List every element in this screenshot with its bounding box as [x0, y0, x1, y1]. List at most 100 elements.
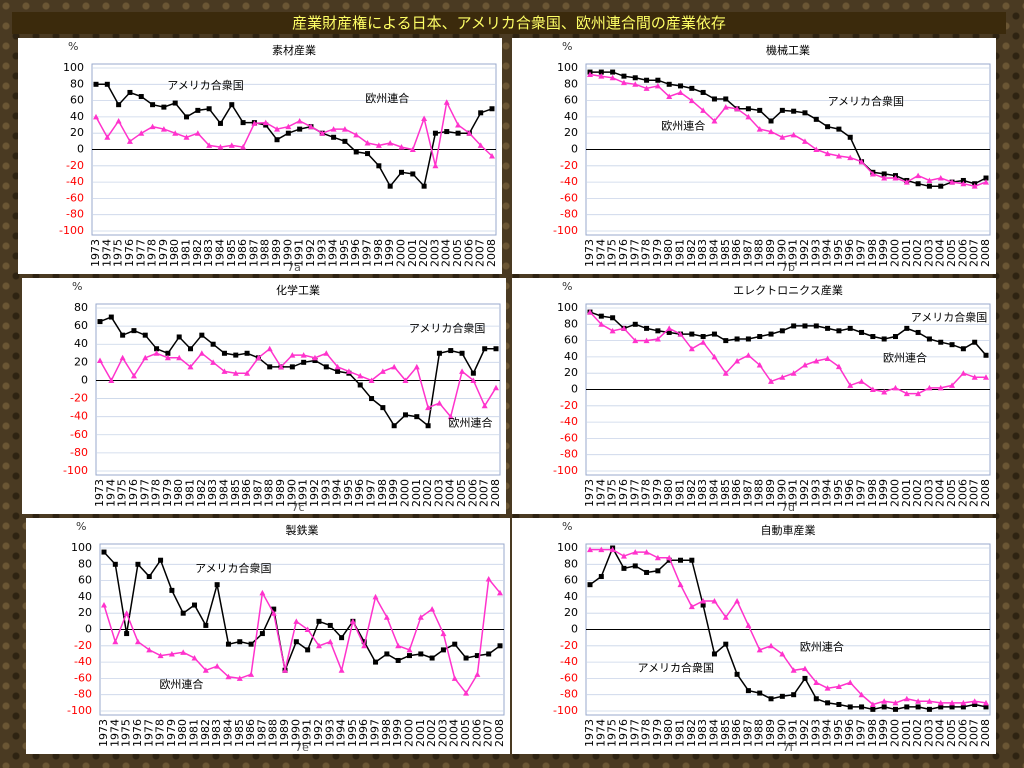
marker: [971, 183, 978, 189]
marker: [164, 354, 171, 361]
marker: [678, 83, 684, 89]
marker: [259, 589, 266, 596]
marker: [312, 358, 318, 364]
x-tick-label: 1990: [775, 239, 788, 267]
x-tick-label: 1989: [764, 239, 777, 267]
marker: [711, 597, 718, 604]
marker: [949, 382, 956, 388]
marker: [447, 413, 454, 420]
marker: [466, 130, 473, 136]
marker: [455, 130, 461, 136]
marker: [655, 77, 661, 83]
x-tick-label: 1986: [236, 239, 249, 267]
marker: [824, 355, 831, 362]
x-tick-label: 1975: [606, 239, 619, 267]
x-tick-label: 2001: [406, 239, 419, 267]
x-tick-label: 2003: [922, 239, 935, 267]
marker: [768, 696, 774, 702]
y-tick-label: -60: [66, 191, 84, 204]
x-tick-label: 1999: [387, 479, 400, 507]
marker: [791, 323, 797, 329]
marker: [339, 635, 345, 641]
series-label: 欧州連合: [159, 677, 203, 691]
marker: [836, 701, 842, 707]
marker: [903, 390, 910, 397]
x-tick-label: 2001: [410, 479, 423, 507]
marker: [915, 390, 922, 397]
y-unit: %: [562, 520, 572, 533]
x-tick-label: 2007: [968, 239, 981, 267]
x-tick-label: 1999: [391, 719, 404, 747]
marker: [176, 334, 182, 340]
marker: [323, 350, 330, 356]
marker: [745, 622, 752, 628]
series-label: アメリカ合衆国: [167, 78, 243, 92]
y-tick-label: 60: [564, 94, 578, 107]
x-tick-label: 2007: [482, 719, 495, 747]
marker: [892, 699, 899, 706]
marker: [168, 650, 175, 657]
y-tick-label: 0: [571, 623, 578, 636]
marker: [824, 685, 831, 691]
marker: [892, 384, 899, 391]
x-tick-label: 2008: [979, 479, 992, 507]
marker: [768, 378, 775, 384]
marker: [734, 671, 740, 677]
x-tick-label: 1991: [301, 719, 314, 747]
x-tick-label: 1981: [188, 719, 201, 747]
marker: [587, 71, 593, 78]
marker: [881, 388, 888, 395]
x-tick-label: 1990: [281, 239, 294, 267]
panel: [512, 38, 996, 274]
marker: [409, 146, 416, 152]
marker: [926, 698, 933, 704]
marker: [120, 332, 126, 338]
series-label: 欧州連合: [883, 351, 927, 365]
x-tick-label: 1995: [832, 239, 845, 267]
marker: [643, 85, 650, 91]
x-tick-label: 2002: [911, 719, 924, 747]
marker: [228, 142, 235, 148]
x-tick-label: 1981: [674, 479, 687, 507]
marker: [489, 106, 495, 112]
marker: [146, 646, 153, 653]
x-tick-label: 1988: [753, 239, 766, 267]
panel: [26, 518, 510, 754]
x-tick-label: 1993: [809, 719, 822, 747]
marker: [331, 134, 337, 140]
series-label: アメリカ合衆国: [195, 561, 271, 575]
marker: [425, 404, 432, 411]
y-tick-label: 40: [78, 590, 92, 603]
marker: [779, 107, 785, 113]
x-tick-label: 1981: [674, 719, 687, 747]
marker: [677, 331, 684, 337]
marker: [395, 657, 401, 663]
x-tick-label: 2002: [911, 479, 924, 507]
x-tick-label: 1975: [116, 479, 129, 507]
x-tick-label: 1984: [221, 719, 234, 747]
x-tick-label: 1982: [685, 719, 698, 747]
marker: [790, 667, 797, 673]
caption: 7b: [781, 261, 795, 274]
marker: [342, 138, 348, 144]
marker: [376, 163, 382, 169]
marker: [609, 74, 616, 81]
marker: [421, 183, 427, 189]
x-tick-label: 1992: [798, 719, 811, 747]
marker: [391, 363, 398, 370]
marker: [825, 700, 831, 706]
x-tick-label: 2000: [402, 719, 415, 747]
x-tick-label: 2004: [934, 479, 947, 507]
marker: [745, 352, 752, 358]
y-tick-label: -80: [560, 448, 578, 461]
marker: [610, 315, 616, 321]
y-tick-label: 80: [74, 301, 88, 314]
x-tick-label: 1990: [775, 479, 788, 507]
x-tick-label: 1999: [877, 479, 890, 507]
x-tick-label: 1983: [210, 719, 223, 747]
marker: [779, 374, 786, 380]
marker: [158, 557, 164, 563]
marker: [104, 81, 110, 87]
x-tick-label: 1979: [651, 719, 664, 747]
marker: [429, 606, 436, 612]
